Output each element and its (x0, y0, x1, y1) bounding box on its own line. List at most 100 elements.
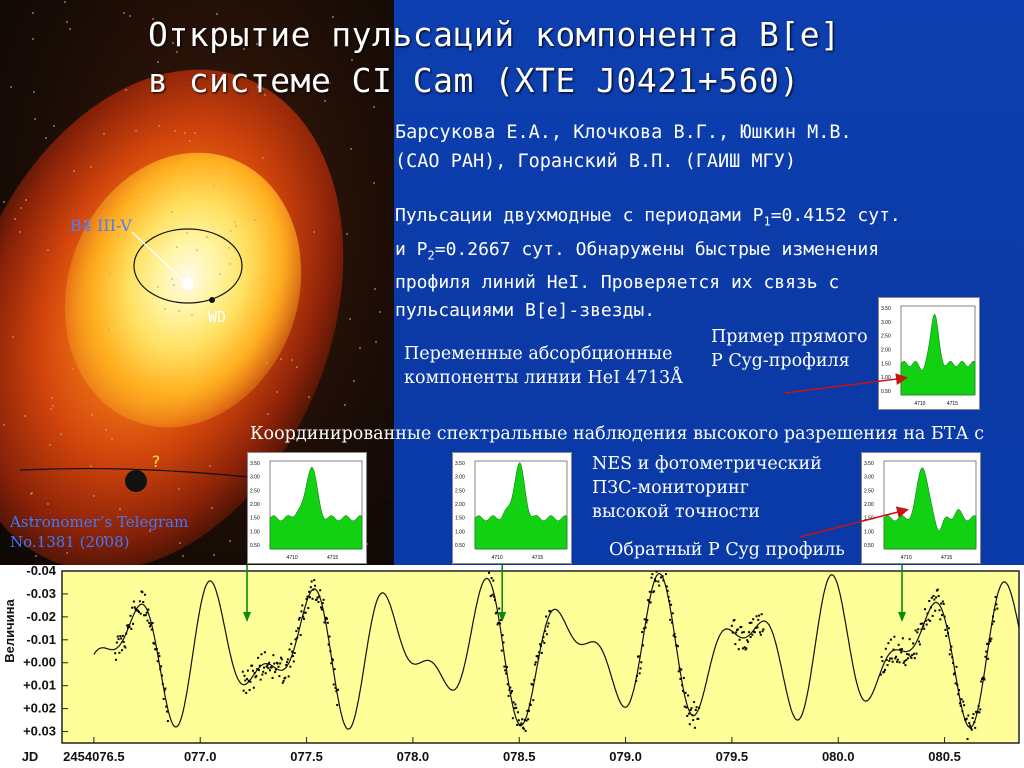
data-point (946, 632, 949, 635)
data-point (305, 598, 308, 601)
authors-line2: (САО РАН), Горанский В.П. (ГАИШ МГУ) (395, 151, 796, 172)
data-point (653, 590, 656, 593)
data-point (333, 668, 336, 671)
data-point (139, 612, 142, 615)
background-star (83, 220, 86, 223)
background-star (78, 295, 81, 298)
abstract-l2a: и P (395, 238, 428, 260)
background-star (68, 28, 71, 31)
data-point (665, 585, 668, 588)
data-point (889, 657, 892, 660)
data-point (532, 699, 535, 702)
data-point (884, 647, 887, 650)
data-point (300, 610, 303, 613)
data-point (336, 703, 339, 706)
data-point (904, 664, 907, 667)
data-point (670, 621, 673, 624)
background-star (47, 248, 50, 251)
background-star (258, 279, 261, 282)
spectrum-x-tick: 4710 (492, 555, 503, 561)
data-point (694, 708, 697, 711)
data-point (977, 705, 980, 708)
data-point (748, 621, 751, 624)
data-point (758, 631, 761, 634)
data-point (309, 586, 312, 589)
b4-label: B4 III-V (70, 216, 132, 235)
data-point (755, 615, 758, 618)
y-tick-label: -0.03 (26, 586, 56, 601)
data-point (906, 653, 909, 656)
wd-label: WD (208, 308, 227, 326)
data-point (969, 724, 972, 727)
data-point (290, 642, 293, 645)
data-point (490, 577, 493, 580)
data-point (686, 714, 689, 717)
data-point (529, 703, 532, 706)
data-point (165, 705, 168, 708)
data-point (307, 607, 310, 610)
data-point (901, 637, 904, 640)
background-star (256, 42, 259, 45)
background-star (137, 196, 140, 199)
data-point (646, 619, 649, 622)
data-point (756, 626, 759, 629)
data-point (890, 657, 893, 660)
data-point (335, 690, 338, 693)
data-point (289, 665, 292, 668)
background-star (178, 541, 181, 544)
y-axis-label: Величина (2, 598, 17, 662)
background-star (2, 201, 5, 204)
data-point (312, 588, 315, 591)
nes-line2: ПЗС-мониторинг (592, 478, 749, 498)
data-point (320, 608, 323, 611)
data-point (912, 652, 915, 655)
background-star (107, 197, 110, 200)
background-star (59, 432, 62, 435)
background-star (109, 273, 112, 276)
data-point (918, 640, 921, 643)
background-star (229, 230, 232, 233)
data-point (540, 651, 543, 654)
background-star (45, 136, 48, 139)
abstract: Пульсации двухмодные с периодами P1=0.41… (395, 202, 901, 325)
plot-area (61, 570, 1020, 744)
data-point (506, 683, 509, 686)
background-star (156, 285, 159, 288)
data-point (120, 637, 123, 640)
data-point (123, 645, 126, 648)
data-point (983, 678, 986, 681)
data-point (961, 710, 964, 713)
data-point (328, 635, 331, 638)
data-point (745, 647, 748, 650)
background-star (175, 50, 178, 53)
spectrum-x-tick: 4710 (287, 555, 298, 561)
data-point (316, 596, 319, 599)
background-star (213, 185, 216, 188)
data-point (953, 672, 956, 675)
data-point (673, 632, 676, 635)
data-point (944, 628, 947, 631)
data-point (132, 600, 135, 603)
background-star (372, 181, 375, 184)
data-point (682, 676, 685, 679)
data-point (308, 596, 311, 599)
data-point (986, 642, 989, 645)
data-point (505, 672, 508, 675)
spectrum-y-tick: 2.50 (881, 334, 891, 340)
data-point (311, 597, 314, 600)
data-point (754, 626, 757, 629)
data-point (262, 670, 265, 673)
background-star (125, 89, 128, 92)
background-star (18, 230, 21, 233)
spectrum-plot: 3.50 3.00 2.50 2.00 1.50 1.00 0.50 4710 4715 (881, 305, 976, 407)
background-star (192, 29, 195, 32)
background-star (66, 551, 69, 554)
data-point (938, 609, 941, 612)
data-point (927, 618, 930, 621)
data-point (155, 648, 158, 651)
data-point (512, 701, 515, 704)
abstract-line2: и P2=0.2667 сут. Обнаружены быстрые изме… (395, 236, 901, 270)
data-point (310, 580, 313, 583)
data-point (545, 633, 548, 636)
data-point (933, 598, 936, 601)
